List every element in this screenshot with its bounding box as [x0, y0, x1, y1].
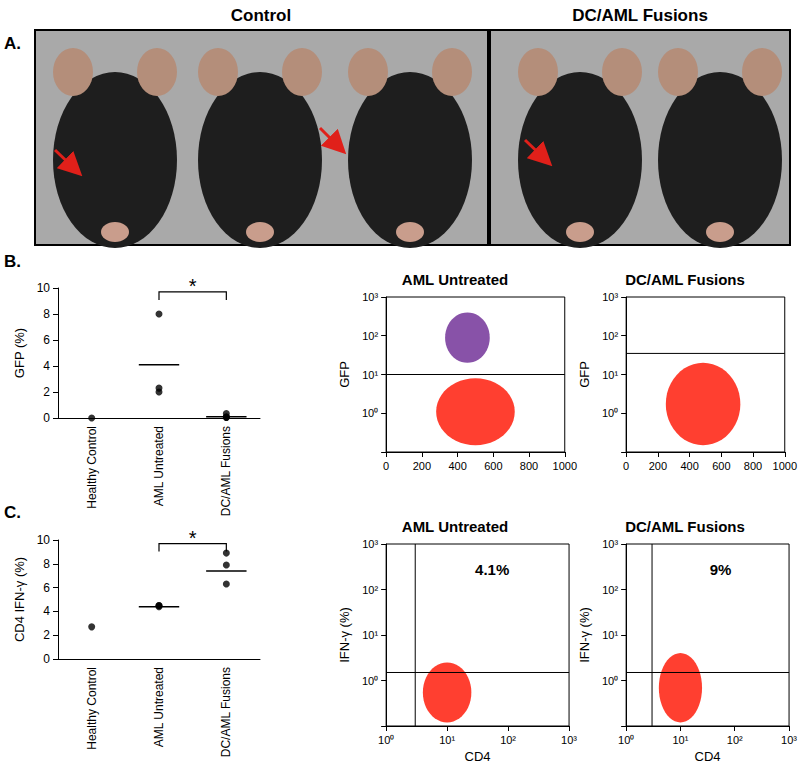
svg-text:10¹: 10¹ [362, 369, 378, 381]
html-text:A.: A. [4, 34, 21, 53]
svg-text:IFN-γ (%): IFN-γ (%) [577, 607, 592, 663]
svg-text:400: 400 [448, 460, 466, 472]
svg-text:600: 600 [484, 460, 502, 472]
svg-text:10³: 10³ [362, 538, 378, 550]
svg-text:10²: 10² [362, 584, 378, 596]
svg-text:10³: 10³ [561, 734, 577, 746]
svg-text:8: 8 [43, 307, 50, 321]
svg-text:2: 2 [43, 385, 50, 399]
svg-text:600: 600 [712, 460, 730, 472]
svg-text:DC/AML Fusions: DC/AML Fusions [625, 271, 745, 288]
svg-text:GFP (%): GFP (%) [12, 328, 27, 378]
svg-text:6: 6 [43, 333, 50, 347]
svg-text:0: 0 [623, 460, 629, 472]
svg-text:0: 0 [43, 411, 50, 425]
svg-text:200: 200 [413, 460, 431, 472]
svg-text:10⁰: 10⁰ [362, 675, 378, 687]
svg-text:400: 400 [680, 460, 698, 472]
svg-text:DC/AML Fusions: DC/AML Fusions [219, 667, 233, 757]
svg-text:AML Untreated: AML Untreated [402, 271, 508, 288]
svg-text:IFN-γ (%): IFN-γ (%) [337, 607, 352, 663]
svg-text:4: 4 [43, 604, 50, 618]
svg-text:CD4: CD4 [465, 749, 491, 764]
svg-text:10²: 10² [362, 330, 378, 342]
svg-text:800: 800 [744, 460, 762, 472]
svg-text:0: 0 [383, 460, 389, 472]
html-text:B.: B. [4, 252, 21, 271]
svg-text:10: 10 [37, 533, 51, 547]
svg-text:*: * [189, 275, 197, 297]
svg-text:1000: 1000 [553, 460, 577, 472]
svg-text:8: 8 [43, 557, 50, 571]
svg-text:GFP: GFP [337, 361, 352, 388]
svg-text:4.1%: 4.1% [475, 561, 509, 578]
svg-text:6: 6 [43, 581, 50, 595]
svg-text:10⁰: 10⁰ [618, 734, 634, 746]
svg-text:AML Untreated: AML Untreated [152, 426, 166, 506]
svg-text:AML Untreated: AML Untreated [402, 518, 508, 535]
svg-text:10¹: 10¹ [362, 629, 378, 641]
svg-text:10²: 10² [727, 734, 743, 746]
svg-text:DC/AML Fusions: DC/AML Fusions [572, 6, 708, 25]
svg-text:GFP: GFP [577, 361, 592, 388]
svg-text:4: 4 [43, 359, 50, 373]
svg-text:10²: 10² [602, 330, 618, 342]
svg-text:10: 10 [37, 281, 51, 295]
svg-text:10³: 10³ [362, 291, 378, 303]
svg-text:Healthy Control: Healthy Control [85, 667, 99, 750]
svg-text:10⁰: 10⁰ [378, 734, 394, 746]
svg-text:DC/AML Fusions: DC/AML Fusions [219, 426, 233, 516]
svg-text:*: * [189, 527, 197, 549]
svg-text:200: 200 [649, 460, 667, 472]
html-text:C.: C. [4, 503, 21, 522]
svg-text:2: 2 [43, 628, 50, 642]
svg-text:Control: Control [231, 6, 291, 25]
svg-text:10⁰: 10⁰ [362, 407, 378, 419]
svg-text:9%: 9% [710, 561, 732, 578]
svg-text:10¹: 10¹ [672, 734, 688, 746]
svg-text:AML Untreated: AML Untreated [152, 667, 166, 747]
svg-text:10²: 10² [500, 734, 516, 746]
svg-text:10³: 10³ [781, 734, 797, 746]
svg-text:10⁰: 10⁰ [602, 407, 618, 419]
svg-text:Healthy Control: Healthy Control [85, 426, 99, 509]
svg-text:CD4: CD4 [695, 749, 721, 764]
svg-text:10²: 10² [602, 584, 618, 596]
svg-text:0: 0 [43, 652, 50, 666]
svg-text:10¹: 10¹ [439, 734, 455, 746]
svg-text:10⁰: 10⁰ [602, 675, 618, 687]
svg-text:800: 800 [520, 460, 538, 472]
svg-text:CD4 IFN-γ (%): CD4 IFN-γ (%) [12, 557, 27, 642]
svg-text:1000: 1000 [773, 460, 797, 472]
svg-text:DC/AML Fusions: DC/AML Fusions [625, 518, 745, 535]
svg-text:10³: 10³ [602, 291, 618, 303]
svg-text:10¹: 10¹ [602, 629, 618, 641]
svg-text:10¹: 10¹ [602, 369, 618, 381]
svg-text:10³: 10³ [602, 538, 618, 550]
